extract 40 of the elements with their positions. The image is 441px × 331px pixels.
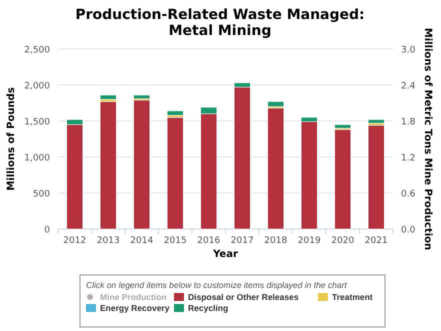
x-axis-title: Year bbox=[212, 249, 238, 260]
x-tick-label: 2013 bbox=[96, 236, 120, 246]
legend-label: Recycling bbox=[188, 303, 228, 313]
legend-label: Disposal or Other Releases bbox=[188, 292, 299, 302]
y-tick-label: 0 bbox=[44, 226, 50, 236]
y2-tick-label: 0.6 bbox=[401, 190, 416, 200]
y-tick-label: 1,500 bbox=[24, 118, 50, 128]
y2-tick-label: 3.0 bbox=[401, 46, 416, 56]
y-tick-label: 500 bbox=[32, 190, 50, 200]
bar bbox=[100, 94, 117, 100]
y-tick-label: 2,500 bbox=[24, 46, 50, 56]
x-tick-label: 2020 bbox=[331, 236, 354, 246]
y-tick-label: 2,000 bbox=[24, 82, 50, 92]
bar bbox=[166, 110, 184, 116]
bar bbox=[368, 125, 385, 230]
bar bbox=[234, 86, 251, 230]
bar bbox=[100, 101, 117, 230]
legend-label: Energy Recovery bbox=[100, 303, 170, 313]
x-tick-label: 2017 bbox=[230, 236, 254, 246]
y-axis-title: Millions of Pounds bbox=[6, 87, 17, 191]
y2-tick-label: 0.0 bbox=[401, 226, 416, 236]
x-tick-label: 2012 bbox=[63, 236, 86, 246]
y2-axis-title: Millions of Metric Tons Mine Production bbox=[422, 28, 433, 250]
legend-label: Mine Production bbox=[100, 292, 167, 302]
bar bbox=[166, 117, 184, 230]
y-tick-label: 1,000 bbox=[24, 154, 50, 164]
legend-title: Click on legend items below to customize items displayed in the chart bbox=[86, 280, 348, 290]
x-tick-label: 2016 bbox=[197, 236, 220, 246]
x-tick-label: 2018 bbox=[264, 236, 288, 246]
x-tick-label: 2021 bbox=[364, 236, 388, 246]
bar bbox=[300, 121, 318, 230]
y2-tick-label: 2.4 bbox=[401, 82, 416, 92]
legend-label: Treatment bbox=[332, 292, 373, 302]
x-tick-label: 2014 bbox=[130, 236, 154, 246]
y2-tick-label: 1.8 bbox=[401, 118, 416, 128]
x-tick-label: 2015 bbox=[164, 236, 187, 246]
chart-title: Production-Related Waste Managed: Metal Mining bbox=[75, 7, 365, 39]
y2-tick-label: 1.2 bbox=[401, 154, 416, 164]
x-tick-label: 2019 bbox=[298, 236, 321, 246]
bar bbox=[368, 119, 385, 124]
